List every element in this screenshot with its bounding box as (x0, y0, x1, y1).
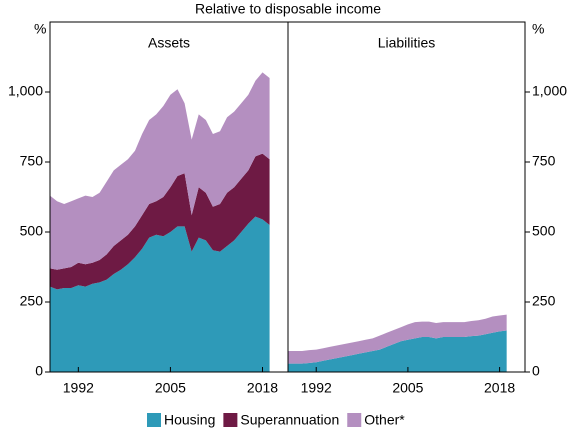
chart-title: Relative to disposable income (195, 1, 381, 17)
area (288, 330, 507, 372)
y-tick-label: 750 (20, 153, 44, 169)
legend-label: Other* (364, 412, 405, 428)
x-tick-label: 2005 (155, 380, 186, 396)
y-tick-label: 500 (20, 223, 44, 239)
legend-swatch (347, 413, 362, 427)
y-tick-label: 250 (532, 293, 556, 309)
area (50, 216, 270, 372)
legend-swatch (147, 413, 161, 427)
legend-swatch (223, 413, 238, 427)
y-tick-label: 0 (35, 363, 43, 379)
panel-title: Assets (148, 35, 190, 51)
y-axis-label: % (34, 21, 46, 37)
y-tick-label: 500 (532, 223, 556, 239)
y-tick-label: 1,000 (8, 83, 43, 99)
legend-label: Housing (164, 412, 215, 428)
area (50, 72, 270, 270)
y-tick-label: 250 (20, 293, 44, 309)
y-tick-label: 750 (532, 153, 556, 169)
x-tick-label: 2005 (392, 380, 423, 396)
area (288, 314, 507, 364)
x-tick-label: 1992 (63, 380, 94, 396)
area (50, 153, 270, 290)
y-tick-label: 0 (532, 363, 540, 379)
y-tick-label: 1,000 (532, 83, 567, 99)
panel-title: Liabilities (378, 35, 436, 51)
y-axis-label: % (532, 21, 544, 37)
x-tick-label: 2018 (484, 380, 515, 396)
x-tick-label: 2018 (247, 380, 278, 396)
legend-label: Superannuation (240, 412, 339, 428)
x-tick-label: 1992 (301, 380, 332, 396)
